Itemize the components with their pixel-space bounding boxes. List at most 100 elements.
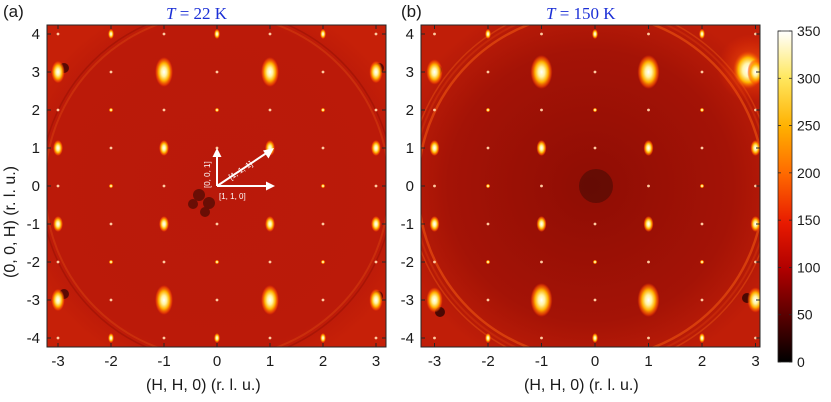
bragg-peak [433, 260, 436, 264]
bragg-peak [592, 259, 598, 265]
bragg-peak [162, 336, 166, 340]
bragg-peak [592, 333, 598, 343]
bragg-peak [747, 287, 760, 313]
bragg-peak [268, 32, 272, 36]
bragg-peak [699, 183, 705, 189]
bragg-peak [108, 333, 114, 343]
bragg-peak [754, 32, 757, 36]
bragg-peak [593, 222, 597, 226]
bragg-peak [108, 29, 114, 39]
panel-b-image [421, 25, 760, 347]
y-tick-label: -2 [401, 254, 414, 271]
bragg-peak [56, 260, 60, 264]
bragg-peak [162, 32, 166, 36]
bragg-peak [540, 260, 543, 264]
bragg-peak [321, 146, 325, 150]
panel-b-title-value: = 150 K [559, 4, 616, 23]
colorbar-tick-label: 50 [797, 307, 813, 323]
colorbar-tick-label: 350 [797, 23, 821, 39]
bragg-peak [486, 222, 490, 226]
bragg-peak [540, 108, 543, 112]
bragg-peak [214, 107, 220, 113]
inset-label-110: [1, 1, 0] [219, 192, 246, 201]
bragg-peak [530, 283, 553, 317]
bragg-peak [426, 287, 443, 313]
x-tick-label: 1 [266, 353, 274, 370]
bragg-peak [159, 216, 169, 232]
bragg-peak [486, 298, 490, 302]
bragg-peak [754, 108, 757, 112]
bragg-peak [643, 216, 654, 232]
bragg-peak [268, 108, 272, 112]
bragg-peak [637, 55, 660, 89]
y-tick-label: 4 [32, 26, 40, 43]
x-axis-title-b: (H, H, 0) (r. l. u.) [524, 377, 639, 394]
bragg-peak [540, 336, 543, 340]
bragg-peak [754, 184, 757, 188]
bragg-peak [108, 259, 114, 265]
bragg-peak [429, 140, 440, 156]
bragg-peak [374, 108, 378, 112]
bragg-peak [433, 108, 436, 112]
bragg-peak [540, 32, 543, 36]
bragg-peak [699, 29, 705, 39]
x-tick-label: -3 [428, 353, 441, 370]
x-tick-label: 0 [591, 353, 599, 370]
bragg-peak [320, 107, 326, 113]
bragg-peak [754, 260, 757, 264]
bragg-peak [162, 184, 166, 188]
y-tick-label: 0 [406, 178, 414, 195]
bragg-peak [51, 288, 65, 312]
y-tick-label: -2 [27, 254, 40, 271]
bragg-peak [214, 29, 220, 39]
panel-a-title-var: T [166, 4, 176, 23]
bragg-peak [700, 298, 704, 302]
bragg-peak [750, 140, 760, 156]
bragg-peak [486, 70, 490, 74]
bragg-peak [321, 70, 325, 74]
bragg-peak [109, 222, 113, 226]
x-axis-title-a: (H, H, 0) (r. l. u.) [146, 377, 261, 394]
y-tick-label: -4 [27, 330, 40, 347]
bragg-peak [700, 146, 704, 150]
x-tick-label: 2 [319, 353, 327, 370]
bragg-peak [108, 183, 114, 189]
bragg-peak [433, 336, 436, 340]
x-tick-label: -2 [481, 353, 494, 370]
colorbar-ticks: 350 300 250 200 150 100 50 0 [778, 23, 821, 370]
panel-a-label: (a) [3, 2, 24, 21]
x-tick-label: -2 [104, 353, 117, 370]
bragg-peak [268, 260, 272, 264]
bragg-peak [540, 184, 543, 188]
bragg-peak [51, 60, 65, 84]
x-tick-label: 2 [698, 353, 706, 370]
bragg-peak [536, 216, 547, 232]
bragg-peak [261, 57, 279, 87]
bragg-peak [371, 216, 381, 232]
bragg-peak [162, 108, 166, 112]
bragg-peak [109, 70, 113, 74]
bragg-peak [109, 298, 113, 302]
colorbar-tick-label: 250 [797, 118, 821, 134]
bragg-peak [321, 298, 325, 302]
bragg-peak [426, 59, 443, 85]
y-tick-label: 3 [406, 64, 414, 81]
y-tick-label: -1 [27, 216, 40, 233]
bragg-peak [321, 222, 325, 226]
bragg-peak [747, 59, 760, 85]
colorbar-tick-label: 300 [797, 70, 821, 86]
bragg-peak [647, 260, 650, 264]
y-tick-label: -4 [401, 330, 414, 347]
bragg-peak [320, 259, 326, 265]
bragg-peak [369, 60, 383, 84]
colorbar [777, 30, 793, 363]
bragg-peak [159, 140, 169, 156]
bragg-peak [374, 260, 378, 264]
inset-label-001: [0, 0, 1] [203, 161, 212, 188]
bragg-peak [215, 222, 219, 226]
bragg-peak [485, 107, 491, 113]
y-tick-label: 2 [32, 102, 40, 119]
y-tick-label: 1 [406, 140, 414, 157]
bragg-peak [592, 29, 598, 39]
bragg-peak [215, 298, 219, 302]
